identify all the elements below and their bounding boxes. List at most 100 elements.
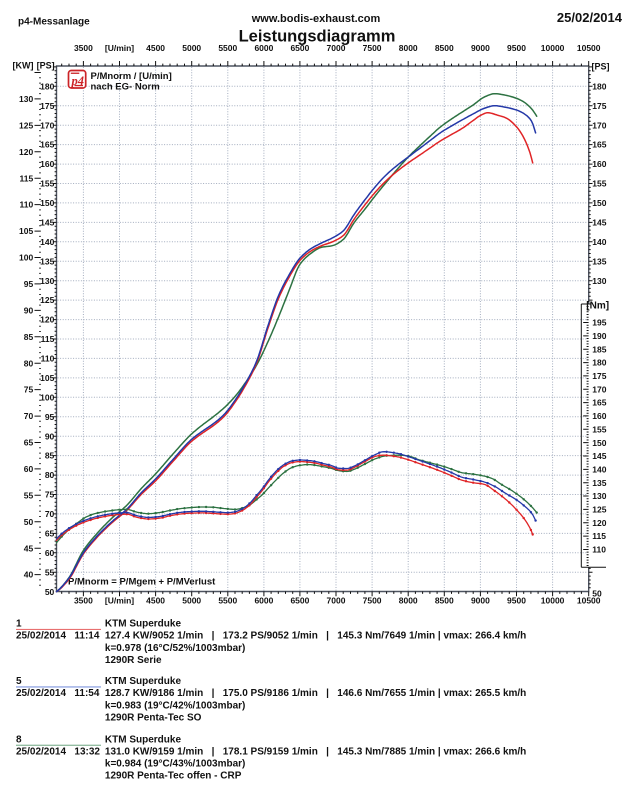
svg-text:140: 140 [592, 465, 606, 475]
svg-text:128.7 KW/9186 1/min | 175.: 128.7 KW/9186 1/min | 175.0 PS/9186 1/mi… [105, 688, 526, 699]
svg-text:175: 175 [592, 101, 606, 111]
svg-text:10000: 10000 [541, 43, 565, 53]
svg-text:1290R Penta-Tec offen - CRP: 1290R Penta-Tec offen - CRP [105, 771, 242, 782]
svg-text:115: 115 [19, 173, 33, 183]
svg-text:125: 125 [40, 295, 54, 305]
svg-text:135: 135 [40, 256, 54, 266]
svg-text:165: 165 [40, 140, 54, 150]
svg-text:120: 120 [40, 315, 54, 325]
svg-text:p4: p4 [71, 74, 85, 88]
svg-text:1290R Serie: 1290R Serie [105, 655, 162, 666]
svg-text:120: 120 [592, 518, 606, 528]
svg-text:170: 170 [592, 384, 606, 394]
svg-text:6000: 6000 [254, 43, 273, 53]
svg-text:9500: 9500 [507, 43, 526, 53]
svg-text:60: 60 [45, 548, 55, 558]
svg-text:130: 130 [592, 276, 606, 286]
svg-text:100: 100 [40, 392, 54, 402]
svg-text:3500: 3500 [74, 43, 93, 53]
svg-text:8000: 8000 [399, 596, 418, 606]
svg-text:5: 5 [16, 676, 22, 687]
svg-text:55: 55 [45, 567, 55, 577]
svg-text:P/Mnorm = P/Mgem + P/MVerlust: P/Mnorm = P/Mgem + P/MVerlust [68, 577, 216, 588]
svg-text:10500: 10500 [577, 596, 601, 606]
svg-text:6500: 6500 [290, 43, 309, 53]
svg-text:90: 90 [45, 431, 55, 441]
svg-text:180: 180 [592, 81, 606, 91]
svg-text:125: 125 [19, 121, 33, 131]
svg-text:KTM Superduke: KTM Superduke [105, 734, 182, 745]
svg-text:k=0.984 (19°C/43%/1003mbar): k=0.984 (19°C/43%/1003mbar) [105, 759, 245, 770]
svg-text:170: 170 [40, 120, 54, 130]
svg-text:k=0.983 (19°C/42%/1003mbar): k=0.983 (19°C/42%/1003mbar) [105, 700, 245, 711]
svg-text:5500: 5500 [218, 596, 237, 606]
svg-text:5000: 5000 [182, 596, 201, 606]
svg-text:9000: 9000 [471, 596, 490, 606]
svg-text:10000: 10000 [541, 596, 565, 606]
svg-text:110: 110 [19, 200, 33, 210]
svg-text:10500: 10500 [577, 43, 601, 53]
svg-text:1: 1 [16, 619, 22, 630]
svg-text:155: 155 [592, 179, 606, 189]
svg-text:25/02/2014 11:14: 25/02/2014 11:14 [16, 631, 100, 642]
svg-text:70: 70 [24, 411, 34, 421]
svg-text:95: 95 [24, 279, 34, 289]
svg-text:170: 170 [592, 120, 606, 130]
svg-text:145: 145 [40, 218, 54, 228]
svg-text:125: 125 [592, 505, 606, 515]
svg-text:195: 195 [592, 318, 606, 328]
svg-text:50: 50 [24, 517, 34, 527]
svg-text:150: 150 [592, 438, 606, 448]
svg-text:8500: 8500 [435, 43, 454, 53]
svg-text:7000: 7000 [327, 43, 346, 53]
svg-text:60: 60 [24, 464, 34, 474]
svg-text:140: 140 [40, 237, 54, 247]
svg-text:Leistungsdiagramm: Leistungsdiagramm [239, 28, 396, 46]
svg-text:9000: 9000 [471, 43, 490, 53]
svg-text:75: 75 [24, 385, 34, 395]
svg-text:8500: 8500 [435, 596, 454, 606]
svg-text:135: 135 [592, 256, 606, 266]
svg-text:25/02/2014 11:54: 25/02/2014 11:54 [16, 688, 100, 699]
svg-text:130: 130 [40, 276, 54, 286]
svg-text:160: 160 [592, 159, 606, 169]
svg-text:nach EG- Norm: nach EG- Norm [91, 81, 160, 92]
svg-text:8: 8 [16, 734, 22, 745]
svg-text:115: 115 [592, 531, 606, 541]
svg-text:100: 100 [19, 253, 33, 263]
svg-text:80: 80 [45, 470, 55, 480]
svg-text:9500: 9500 [507, 596, 526, 606]
svg-text:120: 120 [19, 147, 33, 157]
svg-text:45: 45 [24, 543, 34, 553]
svg-text:150: 150 [592, 198, 606, 208]
svg-text:130: 130 [592, 491, 606, 501]
svg-text:50: 50 [592, 589, 602, 599]
svg-text:90: 90 [24, 306, 34, 316]
svg-text:131.0 KW/9159 1/min | 178.: 131.0 KW/9159 1/min | 178.1 PS/9159 1/mi… [105, 746, 526, 757]
svg-text:165: 165 [592, 140, 606, 150]
svg-text:[Nm]: [Nm] [586, 301, 609, 312]
svg-text:40: 40 [24, 570, 34, 580]
svg-text:75: 75 [45, 490, 55, 500]
svg-text:160: 160 [592, 411, 606, 421]
svg-text:165: 165 [592, 398, 606, 408]
svg-text:190: 190 [592, 331, 606, 341]
svg-text:[PS]: [PS] [37, 61, 55, 71]
svg-text:127.4 KW/9052 1/min | 173.: 127.4 KW/9052 1/min | 173.2 PS/9052 1/mi… [105, 631, 526, 642]
svg-text:175: 175 [592, 371, 606, 381]
svg-text:7000: 7000 [327, 596, 346, 606]
svg-text:145: 145 [592, 451, 606, 461]
svg-text:70: 70 [45, 509, 55, 519]
svg-text:160: 160 [40, 159, 54, 169]
svg-text:105: 105 [19, 226, 33, 236]
svg-text:140: 140 [592, 237, 606, 247]
svg-text:P/Mnorm / [U/min]: P/Mnorm / [U/min] [91, 71, 172, 82]
svg-text:150: 150 [40, 198, 54, 208]
svg-text:5500: 5500 [218, 43, 237, 53]
svg-text:4500: 4500 [146, 596, 165, 606]
svg-text:155: 155 [592, 424, 606, 434]
svg-text:[KW]: [KW] [13, 61, 34, 71]
svg-text:KTM Superduke: KTM Superduke [105, 676, 182, 687]
svg-text:7500: 7500 [363, 43, 382, 53]
svg-text:55: 55 [24, 490, 34, 500]
